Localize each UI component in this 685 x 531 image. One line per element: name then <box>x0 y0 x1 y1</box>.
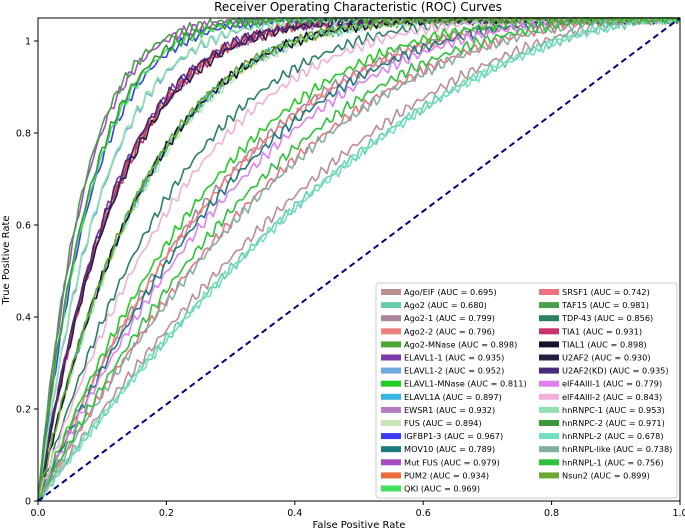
legend-swatch <box>539 472 559 479</box>
roc-curve-Nsun2 <box>37 17 680 502</box>
y-tick-label: 1 <box>25 37 31 48</box>
legend-swatch <box>381 354 401 361</box>
legend-swatch <box>539 406 559 413</box>
x-axis-label: False Positive Rate <box>313 520 406 531</box>
legend-label: ELAVL1-2 (AUC = 0.952) <box>404 366 504 376</box>
legend-label: Ago2 (AUC = 0.680) <box>404 300 487 310</box>
legend-label: TDP-43 (AUC = 0.856) <box>561 313 653 323</box>
legend-label: eIF4AIII-1 (AUC = 0.779) <box>562 379 662 389</box>
legend-swatch <box>381 367 401 374</box>
legend-label: FUS (AUC = 0.894) <box>404 418 482 428</box>
legend-label: PUM2 (AUC = 0.934) <box>404 470 489 480</box>
legend-label: ELAVL1-1 (AUC = 0.935) <box>404 353 504 363</box>
legend-label: TAF15 (AUC = 0.981) <box>561 300 649 310</box>
legend-swatch <box>539 459 559 466</box>
legend: Ago/EIF (AUC = 0.695) Ago2 (AUC = 0.680) A… <box>375 282 678 499</box>
plot-frame <box>37 17 681 502</box>
legend-label: SRSF1 (AUC = 0.742) <box>562 287 650 297</box>
y-axis-ticks: 0 0.2 0.4 0.6 0.8 1 <box>16 37 38 508</box>
roc-curve-Ago/EIF <box>37 17 680 502</box>
y-tick-label: 0.2 <box>16 405 31 416</box>
legend-swatch <box>381 433 401 440</box>
legend-label: U2AF2 (AUC = 0.930) <box>562 353 651 363</box>
x-tick-label: 0.6 <box>416 508 431 519</box>
x-tick-label: 0.0 <box>30 508 45 519</box>
legend-label: hnRNPL-2 (AUC = 0.678) <box>562 431 664 441</box>
roc-curve-hnRNPL-like <box>37 17 680 502</box>
legend-swatch <box>539 393 559 400</box>
legend-label: hnRNPL-like (AUC = 0.738) <box>562 444 672 454</box>
legend-swatch <box>539 433 559 440</box>
legend-label: Ago2-MNase (AUC = 0.898) <box>404 339 517 349</box>
roc-curve-hnRNPL-2 <box>37 17 680 502</box>
legend-label: TIAL1 (AUC = 0.898) <box>561 339 647 349</box>
y-tick-label: 0.8 <box>16 129 31 140</box>
y-axis-label: True Positive Rate <box>1 215 12 305</box>
y-tick-label: 0.4 <box>16 313 31 324</box>
legend-box <box>375 282 678 499</box>
legend-swatch <box>381 289 401 295</box>
legend-swatch <box>539 289 559 295</box>
legend-label: Ago2-1 (AUC = 0.799) <box>404 313 495 323</box>
legend-label: ELAVL1A (AUC = 0.897) <box>404 392 502 402</box>
legend-label: EWSR1 (AUC = 0.932) <box>404 405 495 415</box>
legend-swatch <box>539 354 559 361</box>
legend-swatch <box>539 367 559 374</box>
legend-label: MOV10 (AUC = 0.789) <box>404 444 495 454</box>
legend-swatch <box>381 393 401 400</box>
legend-label: Mut FUS (AUC = 0.979) <box>404 457 500 467</box>
legend-swatch <box>539 446 559 453</box>
x-tick-label: 0.8 <box>544 508 559 519</box>
legend-swatch <box>381 459 401 466</box>
legend-label: hnRNPC-2 (AUC = 0.971) <box>562 418 665 428</box>
legend-label: Ago2-2 (AUC = 0.796) <box>404 326 495 336</box>
legend-swatch <box>539 328 559 335</box>
y-tick-label: 0 <box>25 497 31 508</box>
legend-swatch <box>539 302 559 309</box>
legend-swatch <box>381 472 401 479</box>
legend-label: TIA1 (AUC = 0.931) <box>561 326 642 336</box>
chart-title: Receiver Operating Characteristic (ROC) … <box>214 0 502 14</box>
legend-swatch <box>539 315 559 322</box>
x-axis-ticks: 0.0 0.2 0.4 0.6 0.8 1.0 <box>30 501 685 519</box>
legend-swatch <box>381 328 401 335</box>
legend-swatch <box>381 315 401 322</box>
legend-label: IGFBP1-3 (AUC = 0.967) <box>404 431 503 441</box>
legend-swatch <box>381 406 401 413</box>
legend-label: U2AF2(KD) (AUC = 0.935) <box>562 366 669 376</box>
legend-swatch <box>381 380 401 387</box>
legend-swatch <box>539 420 559 426</box>
legend-label: Nsun2 (AUC = 0.899) <box>562 470 650 480</box>
x-tick-label: 0.2 <box>159 508 174 519</box>
legend-swatch <box>381 420 401 426</box>
chance-diagonal <box>37 17 681 502</box>
y-tick-label: 0.6 <box>16 221 31 232</box>
legend-swatch <box>381 341 401 348</box>
legend-swatch <box>381 446 401 453</box>
legend-swatch <box>381 485 401 492</box>
legend-label: eIF4AIII-2 (AUC = 0.843) <box>562 392 662 402</box>
legend-swatch <box>539 341 559 348</box>
legend-label: ELAVL1-MNase (AUC = 0.811) <box>404 379 527 389</box>
legend-label: hnRNPL-1 (AUC = 0.756) <box>562 457 664 467</box>
legend-label: Ago/EIF (AUC = 0.695) <box>404 287 497 297</box>
x-tick-label: 1.0 <box>672 508 685 519</box>
legend-label: hnRNPC-1 (AUC = 0.953) <box>562 405 665 415</box>
legend-swatch <box>381 302 401 309</box>
legend-label: QKI (AUC = 0.969) <box>404 484 480 494</box>
legend-swatch <box>539 380 559 387</box>
x-tick-label: 0.4 <box>287 508 302 519</box>
